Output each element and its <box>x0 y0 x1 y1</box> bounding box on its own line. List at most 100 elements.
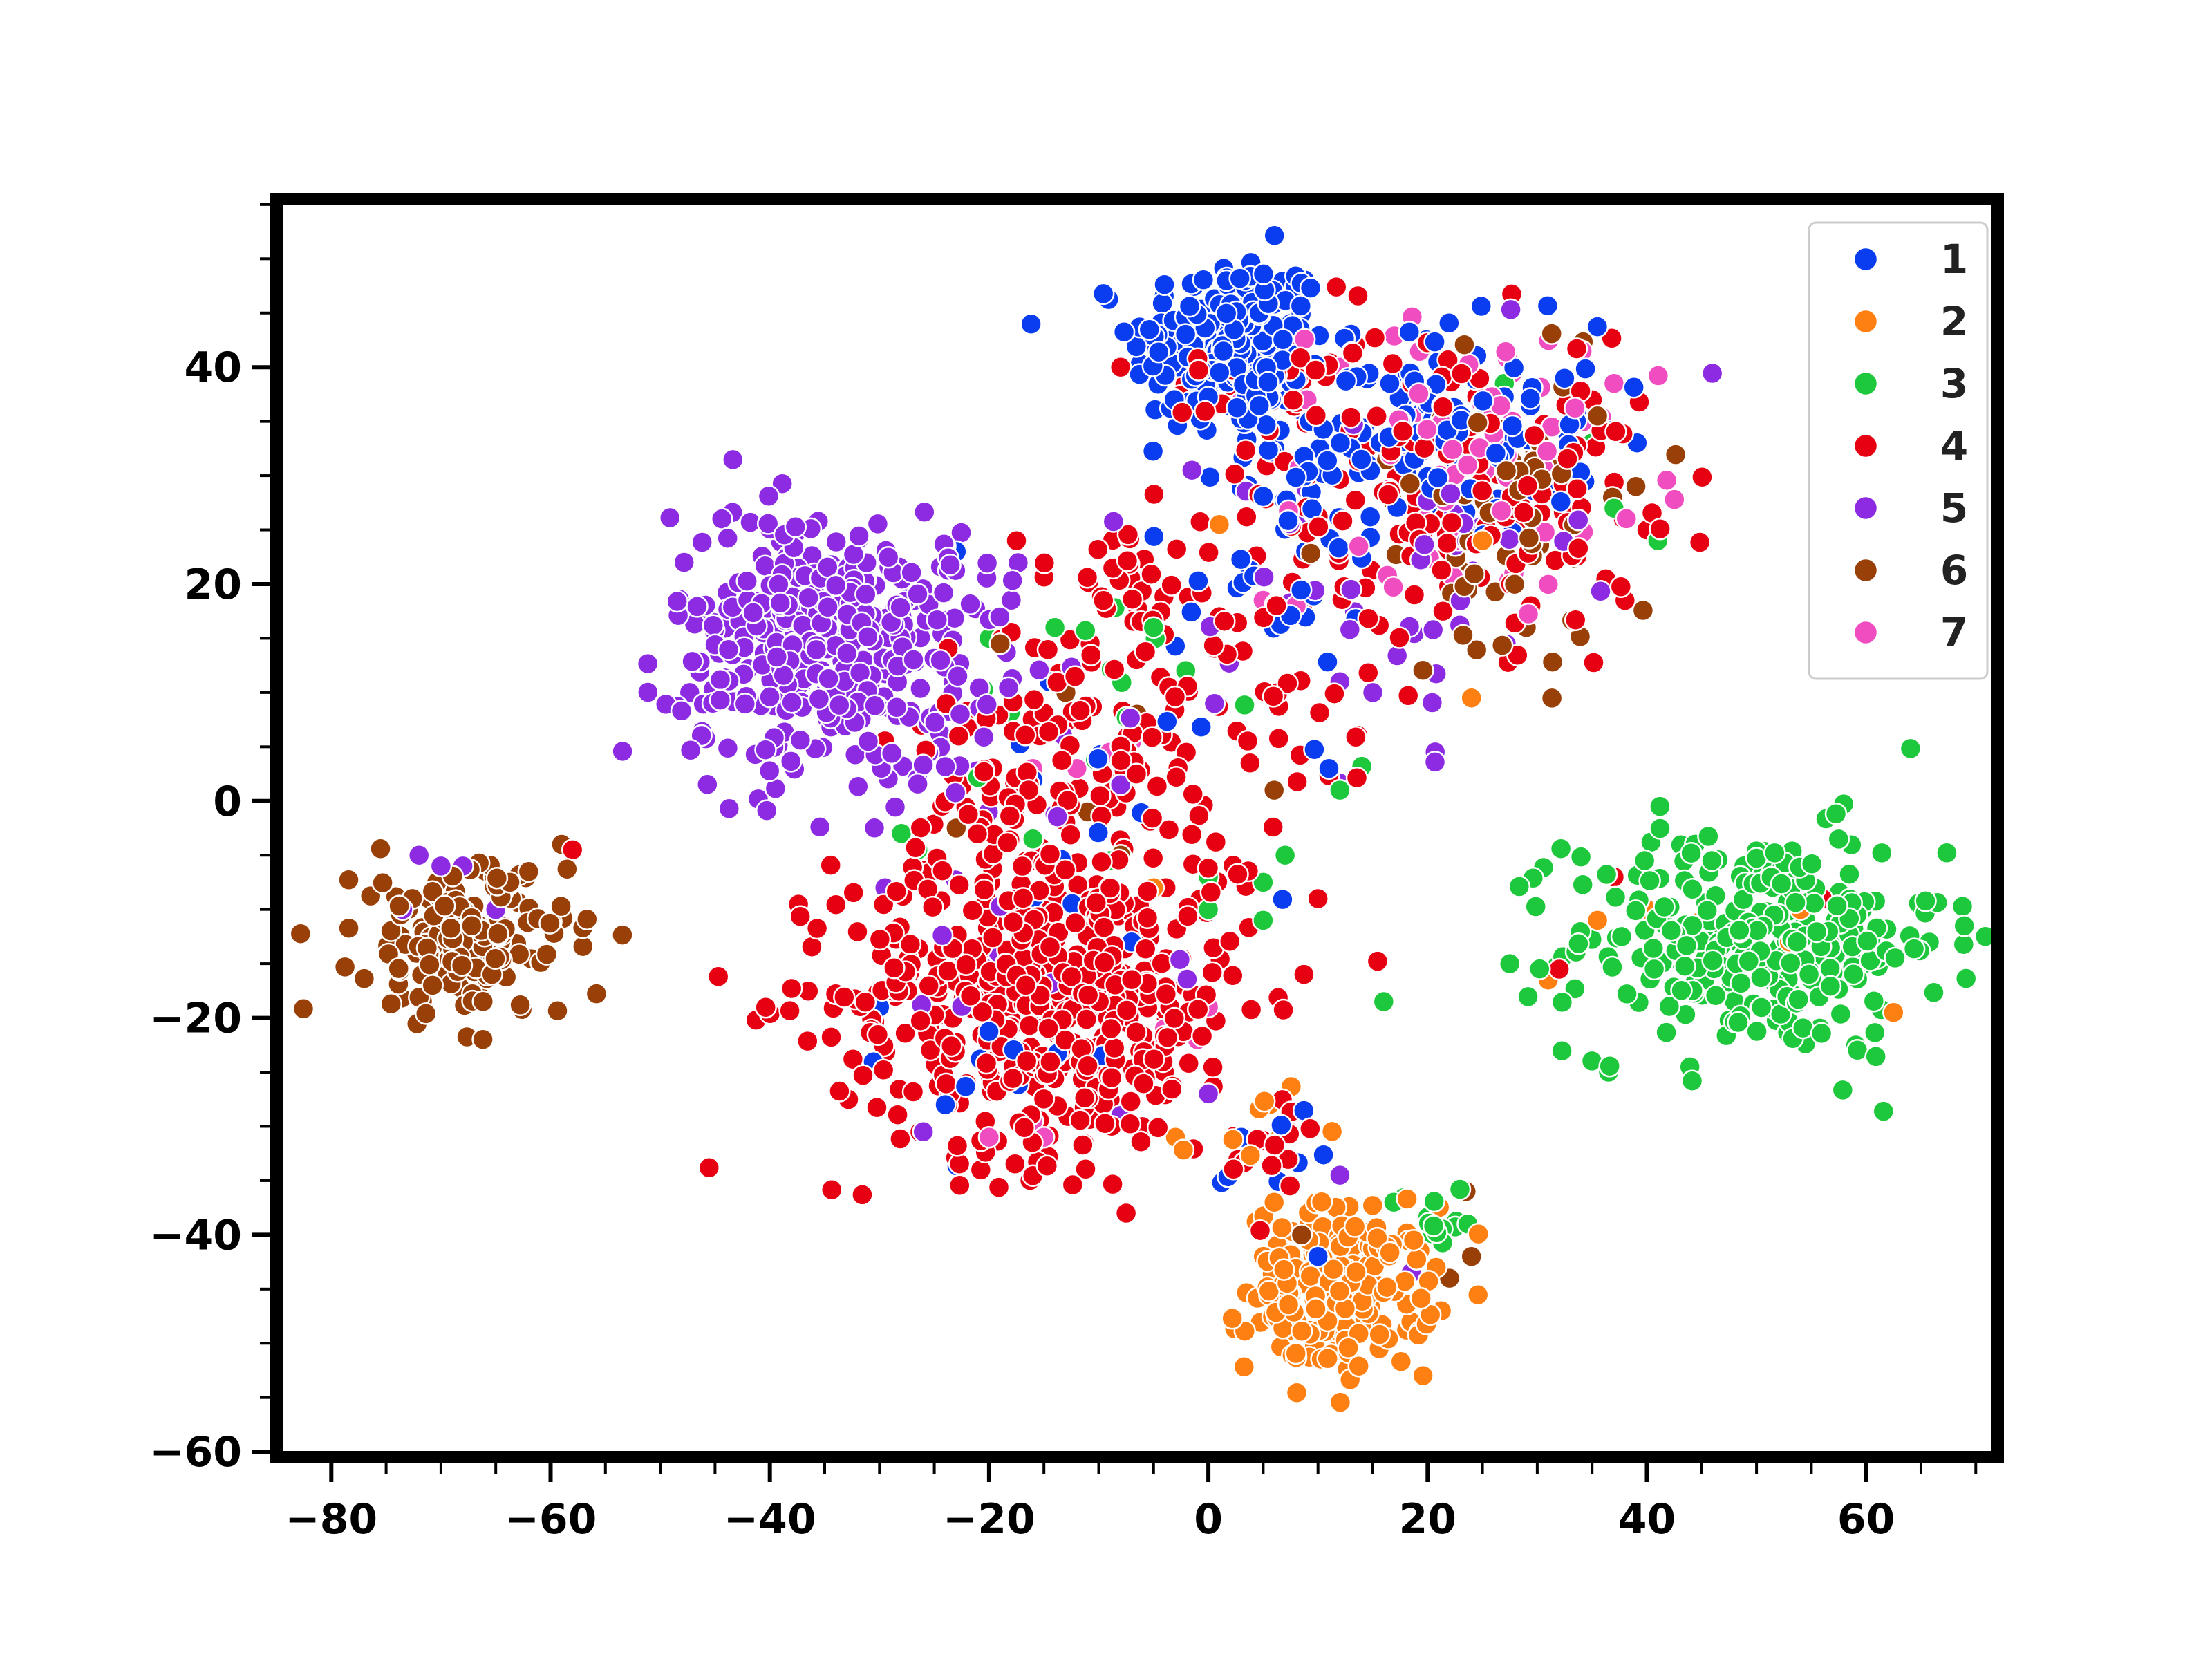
data-point-series-7 <box>1663 488 1686 511</box>
data-point-series-4 <box>909 816 932 839</box>
data-point-series-6 <box>433 894 456 917</box>
data-point-series-7 <box>1293 328 1316 351</box>
data-point-series-5 <box>946 665 969 688</box>
data-point-series-4 <box>1567 536 1590 560</box>
data-point-series-1 <box>1138 318 1161 341</box>
data-point-series-1 <box>1178 294 1201 318</box>
data-point-series-6 <box>388 894 411 917</box>
data-point-series-4 <box>971 1000 994 1024</box>
data-point-series-4 <box>1197 856 1220 880</box>
data-point-series-5 <box>900 561 923 584</box>
data-point-series-4 <box>561 838 584 861</box>
data-point-series-3 <box>1681 878 1704 901</box>
data-point-series-4 <box>1037 720 1060 743</box>
data-point-series-6 <box>535 943 559 966</box>
data-point-series-3 <box>1829 1002 1853 1026</box>
data-point-series-4 <box>1100 1017 1123 1040</box>
data-point-series-7 <box>1517 602 1540 626</box>
data-point-series-4 <box>1282 388 1305 411</box>
data-point-series-4 <box>1109 749 1132 772</box>
data-point-series-1 <box>1143 525 1165 548</box>
data-point-series-4 <box>1100 1066 1123 1089</box>
data-point-series-1 <box>1334 369 1358 393</box>
data-point-series-4 <box>919 1038 942 1062</box>
data-point-series-6 <box>450 954 474 977</box>
data-point-series-4 <box>948 873 971 897</box>
data-point-series-4 <box>1033 552 1056 574</box>
data-point-series-5 <box>847 775 870 798</box>
data-point-series-3 <box>1745 1020 1768 1043</box>
data-point-series-4 <box>1286 770 1309 794</box>
data-point-series-2 <box>1467 1222 1490 1246</box>
data-point-series-1 <box>1215 302 1238 325</box>
data-point-series-3 <box>1655 1021 1678 1044</box>
data-point-series-6 <box>1540 322 1563 345</box>
data-point-series-1 <box>1318 757 1340 780</box>
data-point-series-4 <box>1189 510 1212 534</box>
data-point-series-4 <box>1141 807 1164 830</box>
data-point-series-7 <box>1537 573 1560 596</box>
data-point-series-3 <box>1649 817 1671 840</box>
data-point-series-2 <box>1586 909 1609 932</box>
x-tick-label: −60 <box>505 1495 597 1544</box>
data-point-series-5 <box>902 648 925 671</box>
data-point-series-4 <box>1512 501 1535 524</box>
data-point-series-5 <box>1413 533 1436 556</box>
data-point-series-3 <box>1838 863 1861 885</box>
data-point-series-2 <box>1343 1215 1367 1238</box>
data-point-series-1 <box>1252 485 1275 508</box>
data-point-series-4 <box>894 1022 917 1045</box>
data-point-series-1 <box>1519 387 1542 410</box>
data-point-series-6 <box>1398 472 1422 495</box>
data-point-series-4 <box>1141 847 1165 870</box>
data-point-series-4 <box>1267 727 1290 750</box>
data-point-series-6 <box>353 967 376 990</box>
data-point-series-3 <box>1728 919 1751 942</box>
data-point-series-3 <box>1674 955 1696 977</box>
data-point-series-5 <box>407 843 431 867</box>
points-layer <box>289 224 1997 1414</box>
data-point-series-4 <box>800 935 823 958</box>
data-point-series-6 <box>440 917 462 940</box>
data-point-series-4 <box>1523 424 1546 447</box>
data-point-series-4 <box>886 1103 909 1126</box>
data-point-series-4 <box>1160 574 1183 597</box>
data-point-series-2 <box>1172 1138 1195 1161</box>
data-point-series-4 <box>1071 1134 1094 1156</box>
data-point-series-3 <box>1779 951 1802 975</box>
data-point-series-4 <box>697 1156 721 1179</box>
data-point-series-2 <box>1310 1190 1333 1214</box>
data-point-series-5 <box>930 924 954 947</box>
data-point-series-3 <box>1872 1100 1895 1123</box>
data-point-series-3 <box>1797 963 1821 986</box>
data-point-series-4 <box>940 1034 963 1058</box>
data-point-series-4 <box>1430 559 1453 581</box>
data-point-series-4 <box>1248 1219 1272 1242</box>
data-point-series-4 <box>1180 823 1203 846</box>
data-point-series-4 <box>1116 549 1139 572</box>
data-point-series-2 <box>1409 1287 1432 1310</box>
data-point-series-4 <box>872 1058 895 1082</box>
data-point-series-4 <box>780 977 803 1000</box>
data-point-series-4 <box>1120 968 1143 991</box>
data-point-series-5 <box>828 693 851 717</box>
data-point-series-6 <box>485 866 509 890</box>
data-point-series-4 <box>1013 1116 1036 1139</box>
data-point-series-6 <box>421 880 444 903</box>
data-point-series-5 <box>702 614 725 637</box>
data-point-series-4 <box>796 1029 819 1053</box>
data-point-series-5 <box>854 583 877 606</box>
legend-marker <box>1853 619 1879 646</box>
data-point-series-6 <box>421 974 444 997</box>
data-point-series-1 <box>1470 294 1493 318</box>
data-point-series-5 <box>912 1121 935 1143</box>
data-point-series-5 <box>765 646 789 668</box>
data-point-series-5 <box>926 608 949 631</box>
legend-marker <box>1853 308 1879 335</box>
data-point-series-5 <box>817 667 840 691</box>
data-point-series-1 <box>1270 1114 1293 1136</box>
data-point-series-4 <box>1032 1087 1056 1111</box>
data-point-series-1 <box>1263 224 1286 247</box>
data-point-series-3 <box>1252 871 1275 894</box>
